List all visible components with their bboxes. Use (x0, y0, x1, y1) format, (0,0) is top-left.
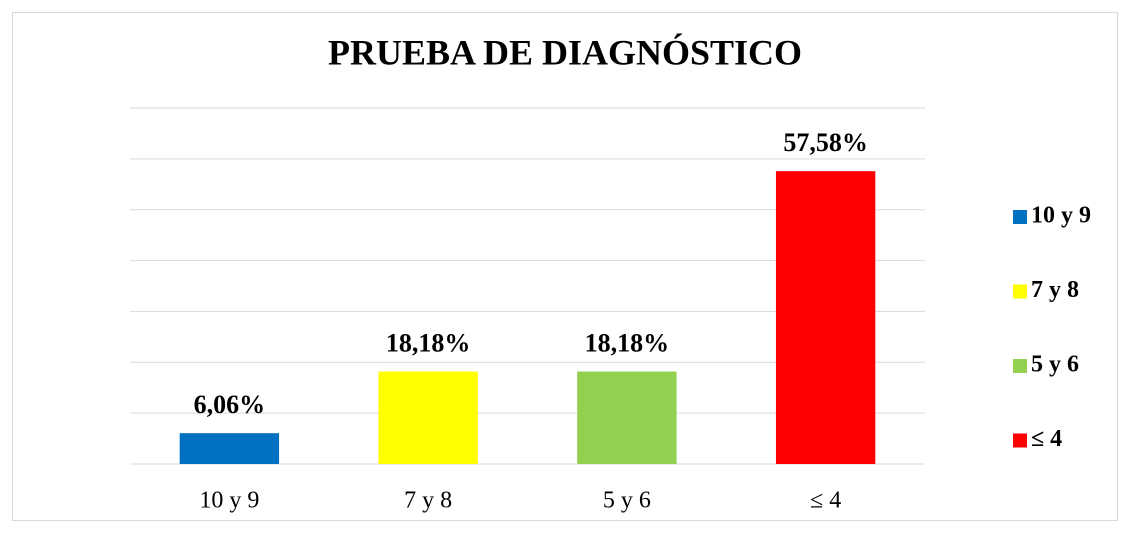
legend-label: ≤ 4 (1031, 426, 1062, 452)
legend-swatch (1013, 284, 1027, 299)
legend-swatch (1013, 210, 1027, 224)
legend-label: 7 y 8 (1031, 277, 1079, 303)
data-label: 18,18% (585, 329, 670, 358)
x-tick-label: 5 y 6 (603, 488, 651, 514)
data-label: 57,58% (783, 128, 868, 157)
data-label: 6,06% (194, 390, 266, 419)
bar (179, 433, 280, 464)
bar (378, 371, 478, 464)
chart-frame (12, 12, 1118, 521)
legend-swatch (1013, 359, 1027, 373)
data-label: 18,18% (386, 329, 471, 358)
x-tick-label: 10 y 9 (199, 488, 259, 514)
x-tick-label: ≤ 4 (810, 488, 841, 514)
bar (577, 371, 677, 464)
bar (775, 171, 876, 465)
legend-swatch (1013, 433, 1027, 448)
legend-label: 10 y 9 (1031, 203, 1091, 229)
legend-label: 5 y 6 (1031, 352, 1079, 378)
x-tick-label: 7 y 8 (404, 488, 452, 514)
chart-title: PRUEBA DE DIAGNÓSTICO (328, 32, 802, 72)
